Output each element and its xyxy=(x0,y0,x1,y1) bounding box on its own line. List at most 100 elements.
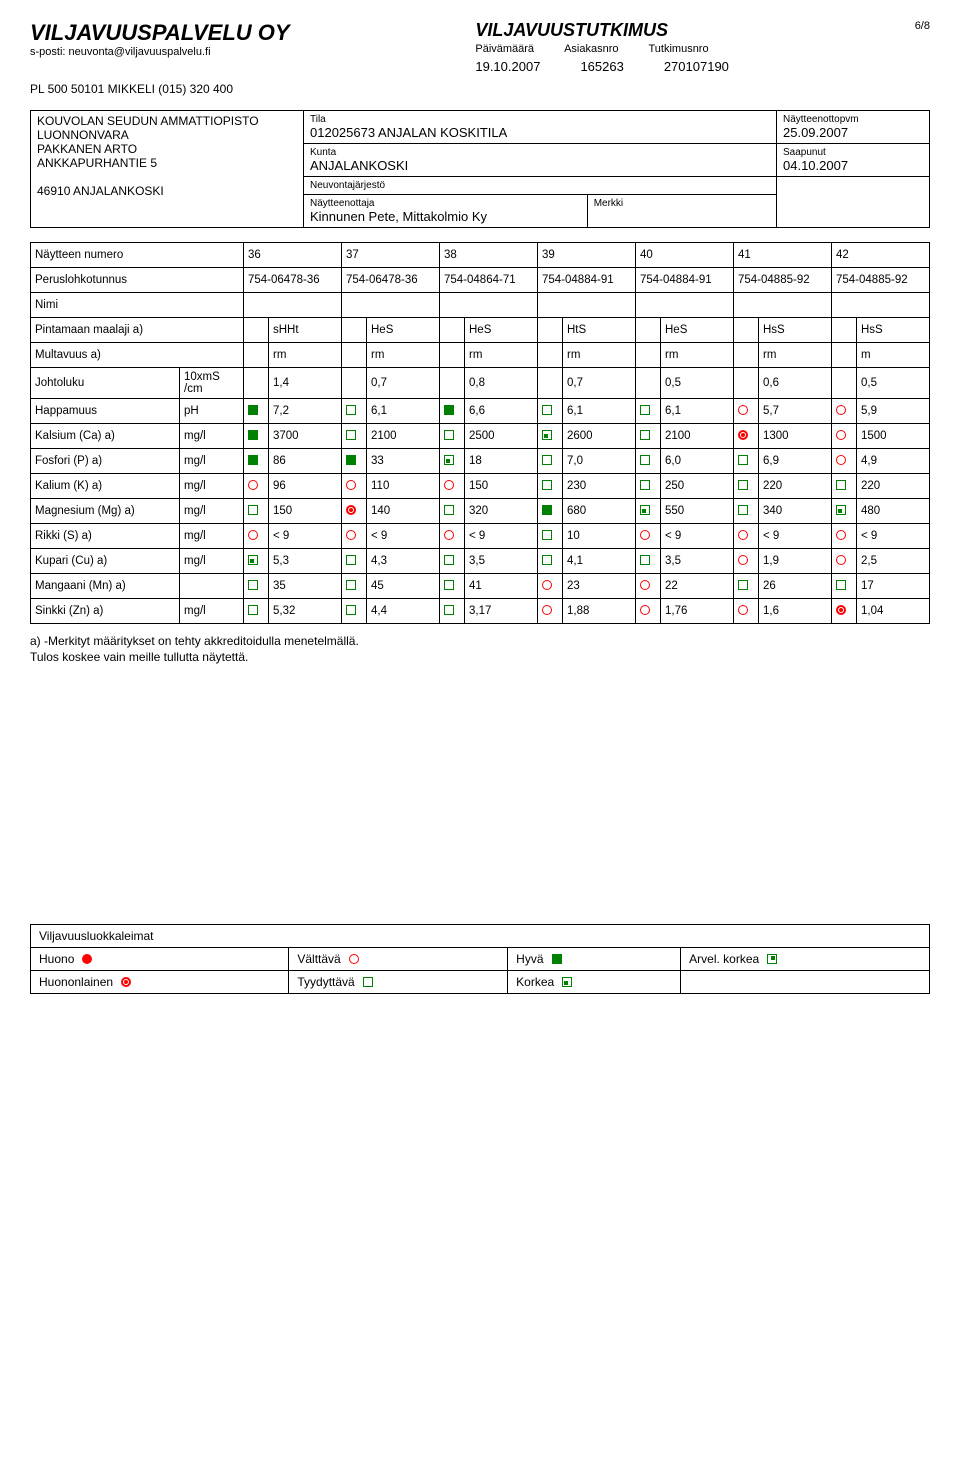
cell-marker-4-4 xyxy=(636,474,661,499)
marker-valttava xyxy=(836,430,846,440)
info-tila: Tila012025673 ANJALAN KOSKITILA xyxy=(304,111,777,144)
cell-val-4-5: 220 xyxy=(759,474,832,499)
marker-tyydyttava xyxy=(248,580,258,590)
cell-val-7-4: 3,5 xyxy=(661,549,734,574)
cell-val-3-5: 6,9 xyxy=(759,449,832,474)
soil-m-1 xyxy=(342,318,367,343)
cell-val-1-6: 5,9 xyxy=(857,399,930,424)
cell-marker-7-0 xyxy=(244,549,269,574)
row-unit-5: mg/l xyxy=(180,499,244,524)
marker-tyydyttava xyxy=(444,505,454,515)
legend-item-6: Korkea xyxy=(508,971,681,994)
legend-title: Viljavuusluokkaleimat xyxy=(31,925,930,948)
cell-marker-5-4 xyxy=(636,499,661,524)
marker-tyydyttava xyxy=(346,555,356,565)
cell-marker-0-4 xyxy=(636,368,661,399)
marker-tyydyttava xyxy=(444,605,454,615)
cell-val-5-1: 140 xyxy=(367,499,440,524)
row-unit-8 xyxy=(180,574,244,599)
marker-tyydyttava xyxy=(738,505,748,515)
cell-marker-5-0 xyxy=(244,499,269,524)
cell-val-8-5: 26 xyxy=(759,574,832,599)
cell-marker-1-5 xyxy=(734,399,759,424)
marker-hyva xyxy=(248,430,258,440)
marker-tyydyttava xyxy=(542,530,552,540)
marker-huononlainen xyxy=(121,977,131,987)
parcel-5: 754-04885-92 xyxy=(734,268,832,293)
cell-val-7-0: 5,3 xyxy=(269,549,342,574)
cell-val-1-4: 6,1 xyxy=(661,399,734,424)
cell-val-0-4: 0,5 xyxy=(661,368,734,399)
cell-val-9-2: 3,17 xyxy=(465,599,538,624)
marker-arvel xyxy=(767,954,777,964)
mult-6: m xyxy=(857,343,930,368)
nimi-1 xyxy=(342,293,440,318)
legend-item-7 xyxy=(681,971,930,994)
cell-marker-9-6 xyxy=(832,599,857,624)
cell-val-9-1: 4,4 xyxy=(367,599,440,624)
cell-marker-2-4 xyxy=(636,424,661,449)
label-date: Päivämäärä xyxy=(475,43,534,55)
marker-tyydyttava xyxy=(444,580,454,590)
cell-val-3-1: 33 xyxy=(367,449,440,474)
marker-tyydyttava xyxy=(640,455,650,465)
marker-valttava xyxy=(640,605,650,615)
cell-marker-4-3 xyxy=(538,474,563,499)
cell-val-2-3: 2600 xyxy=(563,424,636,449)
tila-val: 012025673 ANJALAN KOSKITILA xyxy=(310,125,507,140)
cell-marker-9-5 xyxy=(734,599,759,624)
sampler-label: Näytteenottaja xyxy=(310,198,581,209)
marker-tyydyttava xyxy=(346,430,356,440)
marker-tyydyttava xyxy=(738,580,748,590)
cell-val-8-6: 17 xyxy=(857,574,930,599)
cell-marker-0-2 xyxy=(440,368,465,399)
mult-4: rm xyxy=(661,343,734,368)
cell-marker-6-1 xyxy=(342,524,367,549)
info-table: KOUVOLAN SEUDUN AMMATTIOPISTO LUONNONVAR… xyxy=(30,110,930,228)
cell-marker-6-5 xyxy=(734,524,759,549)
cell-marker-0-6 xyxy=(832,368,857,399)
parcel-6: 754-04885-92 xyxy=(832,268,930,293)
cell-marker-9-4 xyxy=(636,599,661,624)
cell-val-8-3: 23 xyxy=(563,574,636,599)
marker-tyydyttava xyxy=(738,455,748,465)
marker-hyva xyxy=(248,455,258,465)
parcel-4: 754-04884-91 xyxy=(636,268,734,293)
soil-1: HeS xyxy=(367,318,440,343)
cell-val-0-1: 0,7 xyxy=(367,368,440,399)
sample-num-1: 37 xyxy=(342,243,440,268)
cell-marker-8-0 xyxy=(244,574,269,599)
cell-marker-2-6 xyxy=(832,424,857,449)
legend-text-4: Huononlainen xyxy=(39,975,113,989)
cell-val-9-0: 5,32 xyxy=(269,599,342,624)
nimi-5 xyxy=(734,293,832,318)
company-name: VILJAVUUSPALVELU OY xyxy=(30,20,290,46)
cell-val-1-3: 6,1 xyxy=(563,399,636,424)
cell-val-0-5: 0,6 xyxy=(759,368,832,399)
marker-valttava xyxy=(349,954,359,964)
cell-marker-3-2 xyxy=(440,449,465,474)
cell-marker-1-1 xyxy=(342,399,367,424)
info-arrived: Saapunut04.10.2007 xyxy=(777,144,930,177)
legend-text-6: Korkea xyxy=(516,975,554,989)
cell-marker-3-4 xyxy=(636,449,661,474)
cell-val-3-3: 7,0 xyxy=(563,449,636,474)
row-unit-3: mg/l xyxy=(180,449,244,474)
cell-marker-9-1 xyxy=(342,599,367,624)
cell-marker-7-5 xyxy=(734,549,759,574)
marker-tyydyttava xyxy=(444,555,454,565)
cell-val-1-5: 5,7 xyxy=(759,399,832,424)
marker-tyydyttava xyxy=(346,405,356,415)
sampledate-label: Näytteenottopvm xyxy=(783,114,923,125)
row-unit-4: mg/l xyxy=(180,474,244,499)
info-left-0: KOUVOLAN SEUDUN AMMATTIOPISTO xyxy=(37,114,259,128)
parcel-0: 754-06478-36 xyxy=(244,268,342,293)
mult-3: rm xyxy=(563,343,636,368)
marker-tyydyttava xyxy=(542,405,552,415)
sample-num-2: 38 xyxy=(440,243,538,268)
marker-valttava xyxy=(444,480,454,490)
sample-num-0: 36 xyxy=(244,243,342,268)
cell-marker-8-4 xyxy=(636,574,661,599)
cell-marker-5-1 xyxy=(342,499,367,524)
row-parcel-label: Peruslohkotunnus xyxy=(31,268,244,293)
